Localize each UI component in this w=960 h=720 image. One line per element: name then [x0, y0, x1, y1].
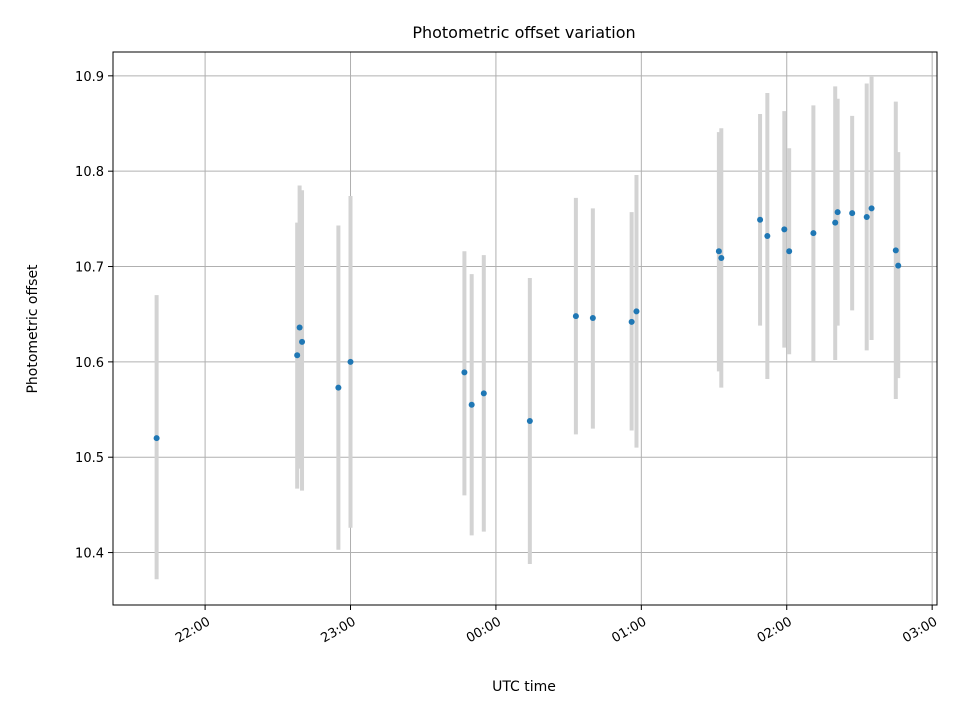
data-point	[868, 205, 875, 212]
grid-lines	[113, 52, 937, 605]
data-point	[757, 216, 764, 223]
data-point	[834, 209, 841, 216]
data-point	[589, 315, 596, 322]
data-point	[715, 248, 722, 255]
data-point	[468, 401, 475, 408]
data-point	[461, 369, 468, 376]
plot-area-frame	[112, 51, 938, 606]
data-point	[526, 417, 533, 424]
data-point	[572, 313, 579, 320]
data-point	[633, 308, 640, 315]
data-points	[153, 205, 902, 442]
y-tick-label: 10.8	[75, 165, 104, 180]
y-tick-label: 10.7	[75, 261, 104, 276]
data-point	[153, 435, 160, 442]
data-point	[863, 213, 870, 220]
data-point	[892, 247, 899, 254]
y-tick-label: 10.6	[75, 356, 104, 371]
y-tick-label: 10.5	[75, 451, 104, 466]
data-point	[347, 358, 354, 365]
data-point	[628, 318, 635, 325]
data-point	[849, 210, 856, 217]
data-point	[335, 384, 342, 391]
y-axis-label: Photometric offset	[25, 264, 41, 394]
data-point	[895, 262, 902, 269]
data-point	[781, 226, 788, 233]
data-point	[480, 390, 487, 397]
data-point	[810, 230, 817, 237]
data-point	[296, 324, 303, 331]
data-point	[299, 338, 306, 345]
y-tick-label: 10.4	[75, 547, 104, 562]
data-point	[832, 219, 839, 226]
chart-title: Photometric offset variation	[412, 23, 635, 42]
x-axis-label: UTC time	[492, 679, 556, 695]
data-point	[786, 248, 793, 255]
data-point	[294, 352, 301, 359]
data-point	[718, 254, 725, 261]
y-tick-label: 10.9	[75, 70, 104, 85]
data-point	[764, 233, 771, 240]
